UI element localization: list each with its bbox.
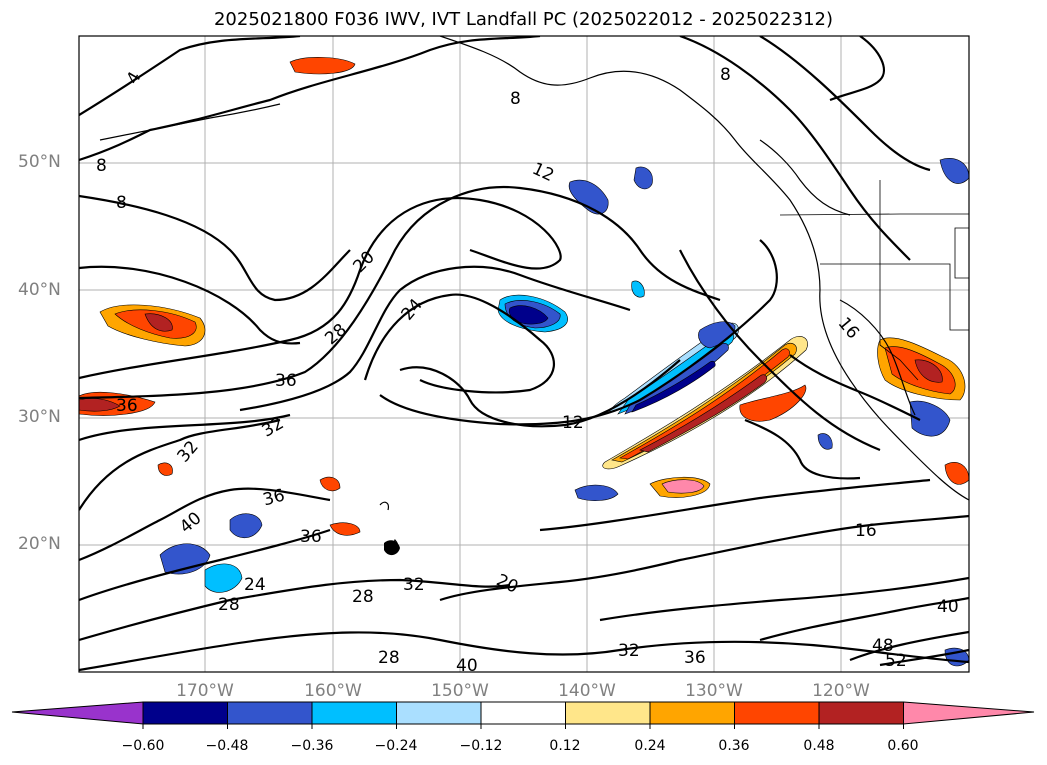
colorbar-segment: [480, 701, 566, 725]
colorbar-tick-label: 0.36: [718, 738, 750, 754]
contour-label: 48: [872, 636, 894, 656]
contour-label: 8: [116, 193, 127, 213]
colorbar-segment: [227, 701, 313, 725]
colorbar-tick-label: 0.48: [803, 738, 835, 754]
colorbar-segment: [903, 701, 1035, 725]
map-panel: [79, 36, 969, 672]
contour-lines: [79, 36, 969, 672]
contour-label: 20: [493, 570, 521, 597]
colorbar-segment: [818, 701, 904, 725]
colorbar-tick-label: −0.12: [459, 738, 503, 754]
hawaii-island: [384, 540, 400, 556]
contour-label: 36: [116, 396, 138, 416]
contour-label: 52: [885, 651, 907, 671]
lon-label: 130°W: [685, 681, 743, 701]
contour-label: 20: [349, 247, 378, 276]
contour-label: 36: [300, 527, 322, 547]
contour-label: 28: [352, 587, 374, 607]
shaded-areas: [79, 57, 969, 667]
contour-label: 36: [261, 486, 287, 511]
contour-label: 40: [456, 656, 478, 676]
contour-label: 28: [218, 595, 240, 615]
contour-label: 8: [96, 156, 107, 176]
map-frame: [78, 35, 970, 673]
contour-label: 8: [510, 89, 521, 109]
contour-label: 24: [397, 295, 426, 324]
colorbar-ticks: [142, 724, 904, 729]
colorbar-segment: [396, 701, 482, 725]
lat-label: 40°N: [18, 280, 61, 300]
contour-label: 24: [244, 575, 266, 595]
contour-label: 16: [834, 314, 863, 343]
contour-label: 40: [176, 508, 205, 537]
lon-label: 170°W: [176, 681, 234, 701]
lon-label: 160°W: [304, 681, 362, 701]
map-title: 2025021800 F036 IWV, IVT Landfall PC (20…: [213, 9, 834, 30]
colorbar-segment: [649, 701, 735, 725]
lon-label: 120°W: [812, 681, 870, 701]
contour-label: 32: [618, 641, 640, 661]
contour-label: 36: [684, 648, 706, 668]
colorbar-segment: [565, 701, 651, 725]
colorbar-segment: [11, 701, 144, 725]
lat-label: 50°N: [18, 152, 61, 172]
contour-label: 8: [720, 65, 731, 85]
colorbar-tick-label: −0.24: [374, 738, 418, 754]
contour-label: 12: [562, 413, 584, 433]
contour-label: 36: [275, 371, 297, 391]
borders: [779, 180, 969, 381]
colorbar-segment: [311, 701, 397, 725]
lon-label: 150°W: [431, 681, 489, 701]
lat-label: 30°N: [18, 407, 61, 427]
coastlines: [99, 36, 969, 554]
contour-label: 40: [937, 597, 959, 617]
colorbar-tick-label: −0.48: [205, 738, 249, 754]
lat-label: 20°N: [18, 534, 61, 554]
colorbar-tick-label: 0.60: [887, 738, 919, 754]
colorbar-tick-label: 0.12: [549, 738, 581, 754]
lon-label: 140°W: [558, 681, 616, 701]
colorbar-segment: [142, 701, 228, 725]
colorbar-segment: [734, 701, 820, 725]
colorbar-tick-label: 0.24: [634, 738, 666, 754]
contour-label: 16: [855, 521, 877, 541]
contour-label: 32: [403, 575, 425, 595]
contour-label: 28: [378, 648, 400, 668]
colorbar-tick-label: −0.36: [290, 738, 334, 754]
colorbar-tick-label: −0.60: [121, 738, 165, 754]
colorbar: [11, 701, 1035, 729]
